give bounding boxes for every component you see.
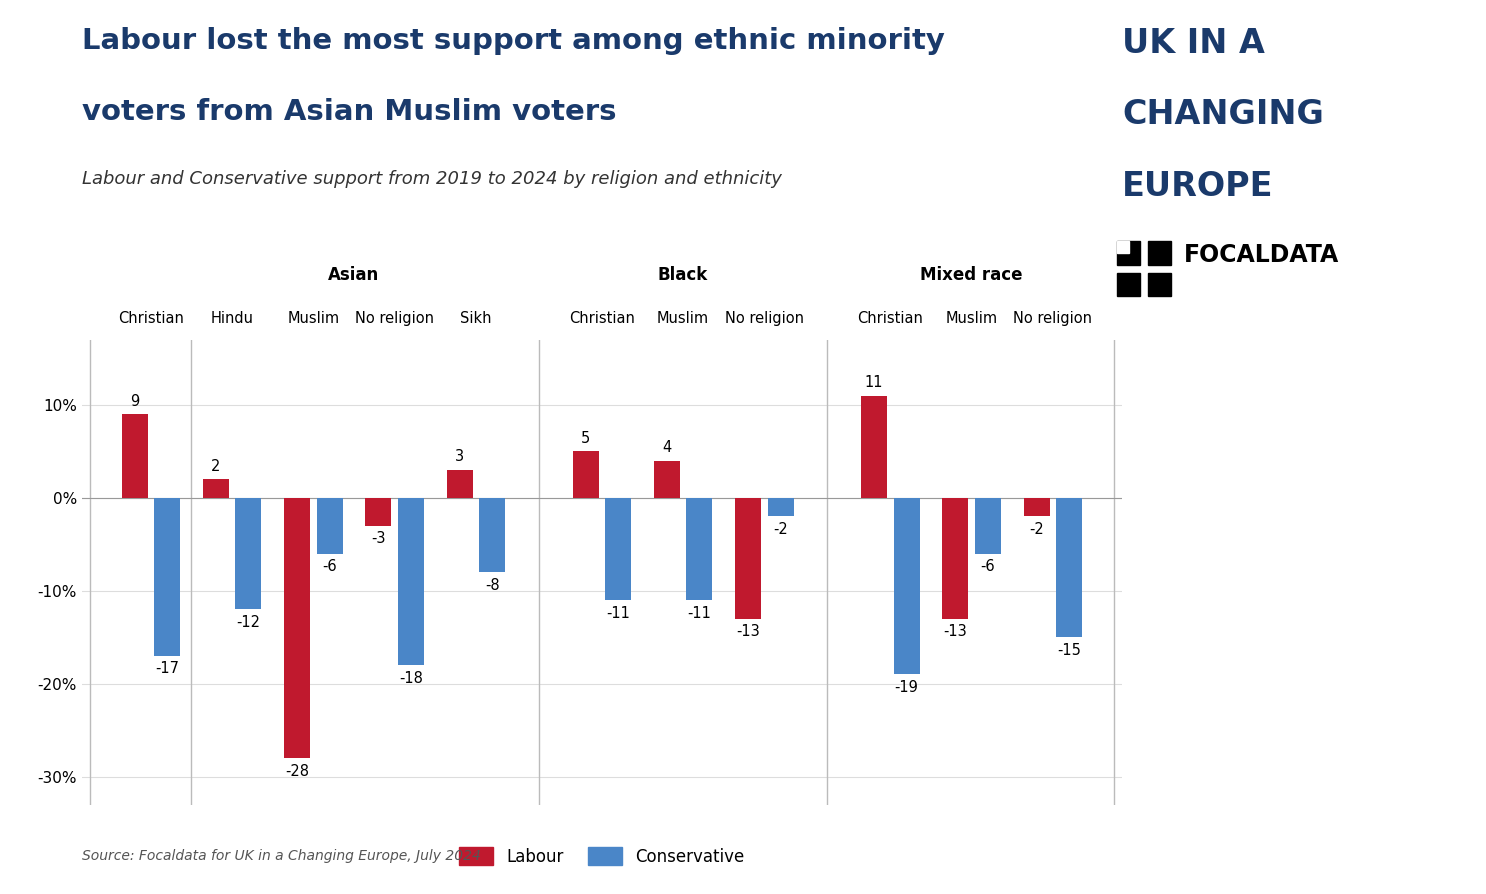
Text: Hindu: Hindu (211, 311, 254, 325)
Text: -8: -8 (484, 578, 499, 593)
Bar (1024, 498, 1049, 517)
Text: Muslim: Muslim (945, 311, 997, 325)
Bar (893, 498, 920, 674)
Text: -6: -6 (981, 559, 996, 574)
Bar (654, 460, 679, 498)
Bar (860, 395, 887, 498)
Text: Source: Focaldata for UK in a Changing Europe, July 2024: Source: Focaldata for UK in a Changing E… (82, 848, 480, 863)
Text: voters from Asian Muslim voters: voters from Asian Muslim voters (82, 98, 617, 126)
Text: Sikh: Sikh (461, 311, 492, 325)
Text: -28: -28 (285, 763, 309, 779)
Text: Muslim: Muslim (657, 311, 709, 325)
Text: -17: -17 (155, 662, 178, 677)
Bar (1117, 273, 1140, 297)
Bar (736, 498, 761, 619)
Text: -2: -2 (1030, 522, 1045, 537)
Text: No religion: No religion (725, 311, 804, 325)
Text: 2: 2 (211, 459, 220, 474)
Bar (447, 470, 473, 498)
Text: -11: -11 (688, 605, 712, 620)
Bar (317, 498, 343, 553)
Bar (942, 498, 969, 619)
Text: -19: -19 (895, 680, 918, 695)
Text: -13: -13 (736, 624, 759, 639)
Text: No religion: No religion (1013, 311, 1092, 325)
Bar (398, 498, 424, 665)
Bar (284, 498, 311, 758)
Text: -15: -15 (1057, 643, 1080, 658)
Text: 4: 4 (663, 440, 672, 455)
Text: Mixed race: Mixed race (920, 266, 1022, 284)
Bar (122, 414, 147, 498)
Text: 3: 3 (455, 450, 464, 464)
Text: -3: -3 (372, 531, 385, 546)
Text: EUROPE: EUROPE (1122, 170, 1274, 203)
Text: 5: 5 (581, 431, 590, 446)
Text: Black: Black (658, 266, 709, 284)
Text: -18: -18 (398, 670, 424, 686)
Bar (155, 498, 180, 656)
Text: 9: 9 (129, 393, 140, 409)
Bar (478, 498, 505, 572)
Bar (1149, 273, 1171, 297)
Bar (1117, 241, 1140, 266)
Text: UK IN A: UK IN A (1122, 27, 1265, 60)
Text: CHANGING: CHANGING (1122, 98, 1324, 131)
Text: -12: -12 (236, 615, 260, 630)
Text: Labour and Conservative support from 2019 to 2024 by religion and ethnicity: Labour and Conservative support from 201… (82, 170, 782, 188)
Bar (202, 479, 229, 498)
Text: No religion: No religion (355, 311, 434, 325)
Bar (1149, 241, 1171, 266)
Bar (768, 498, 794, 517)
Bar (235, 498, 262, 610)
Text: Christian: Christian (857, 311, 923, 325)
Text: -11: -11 (606, 605, 630, 620)
Text: Asian: Asian (328, 266, 379, 284)
Bar (366, 498, 391, 526)
Text: -6: -6 (322, 559, 337, 574)
Bar (687, 498, 712, 600)
Bar (1057, 498, 1082, 637)
Text: -13: -13 (944, 624, 967, 639)
Text: Christian: Christian (117, 311, 184, 325)
Bar (975, 498, 1002, 553)
Text: Muslim: Muslim (287, 311, 339, 325)
Text: Labour lost the most support among ethnic minority: Labour lost the most support among ethni… (82, 27, 945, 55)
Text: 11: 11 (865, 375, 883, 390)
Bar (572, 451, 599, 498)
Bar (1117, 241, 1129, 253)
Text: FOCALDATA: FOCALDATA (1184, 243, 1339, 266)
Legend: Labour, Conservative: Labour, Conservative (453, 841, 750, 873)
Text: Christian: Christian (569, 311, 635, 325)
Text: -2: -2 (773, 522, 788, 537)
Bar (605, 498, 632, 600)
